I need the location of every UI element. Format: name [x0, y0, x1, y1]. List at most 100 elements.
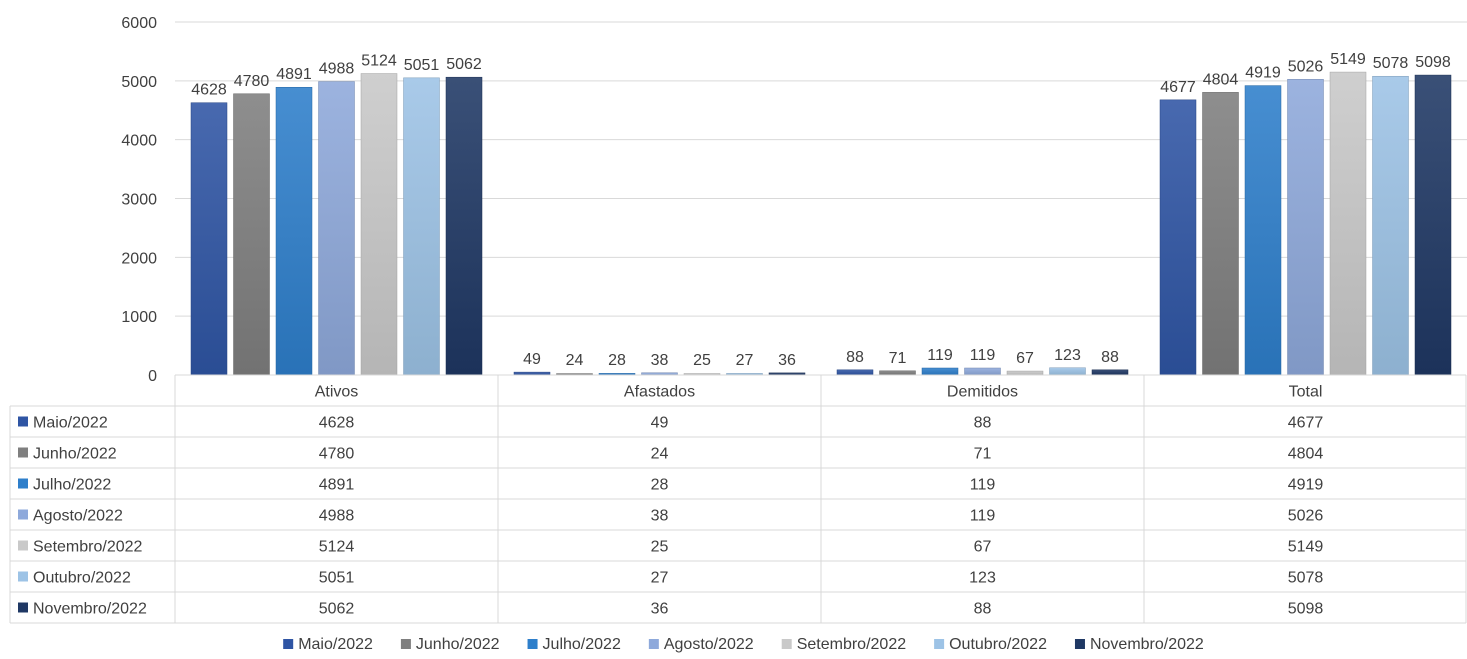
series-name: Maio/2022	[33, 415, 108, 432]
table-cell: 5051	[319, 570, 355, 587]
legend-swatch	[400, 639, 411, 649]
data-label: 4628	[191, 82, 227, 99]
data-label: 119	[970, 347, 996, 364]
table-cell: 49	[651, 415, 669, 432]
data-label: 5124	[361, 53, 397, 70]
bar	[1287, 79, 1324, 376]
table-cell: 24	[651, 446, 669, 463]
series-name: Agosto/2022	[33, 508, 123, 525]
bar	[233, 93, 270, 376]
table-cell: 88	[974, 415, 992, 432]
series-name: Julho/2022	[33, 477, 111, 494]
data-label: 71	[889, 350, 907, 367]
bars	[190, 71, 1452, 376]
table-cell: 5149	[1288, 539, 1324, 556]
legend-swatch	[1074, 639, 1085, 649]
legend-key	[18, 416, 28, 427]
bar	[836, 369, 874, 376]
bar	[1202, 92, 1239, 376]
y-tick-label: 3000	[121, 192, 157, 209]
y-tick-label: 0	[148, 368, 157, 385]
category-label: Afastados	[624, 384, 695, 401]
bar	[1414, 74, 1452, 376]
table-cell: 88	[974, 601, 992, 618]
legend-key	[18, 478, 28, 489]
table-cell: 36	[651, 601, 669, 618]
y-tick-label: 4000	[121, 133, 157, 150]
table-cell: 4628	[319, 415, 355, 432]
data-label: 4677	[1160, 79, 1196, 96]
data-label: 5078	[1373, 55, 1409, 72]
y-tick-label: 2000	[121, 250, 157, 267]
y-tick-label: 6000	[121, 15, 157, 32]
bar	[360, 73, 398, 376]
data-label: 49	[523, 351, 541, 368]
bar	[1159, 99, 1197, 376]
data-label: 38	[651, 352, 669, 369]
table-cell: 4677	[1288, 415, 1324, 432]
bar	[403, 77, 440, 376]
data-label: 36	[778, 352, 796, 369]
data-label: 88	[846, 349, 864, 366]
data-label: 5149	[1330, 51, 1366, 68]
bar	[964, 367, 1001, 376]
legend-label: Junho/2022	[416, 636, 500, 653]
legend: Maio/2022 Junho/2022 Julho/2022 Agosto/2022…	[283, 636, 1204, 653]
legend-key	[18, 540, 28, 551]
bar	[1329, 71, 1367, 376]
legend-swatch	[781, 639, 792, 649]
legend-label: Julho/2022	[543, 636, 621, 653]
bar	[275, 86, 313, 376]
bar	[190, 102, 228, 376]
category-label: Ativos	[315, 384, 359, 401]
table-cell: 5078	[1288, 570, 1324, 587]
bar	[1091, 369, 1129, 376]
legend-key	[18, 602, 28, 613]
table-cell: 28	[651, 477, 669, 494]
table-cell: 5098	[1288, 601, 1324, 618]
table-cell: 27	[651, 570, 669, 587]
data-label: 5026	[1288, 58, 1324, 75]
legend-key	[18, 447, 28, 458]
table-cell: 4988	[319, 508, 355, 525]
table-cell: 67	[974, 539, 992, 556]
data-label: 27	[736, 352, 754, 369]
table-cell: 71	[974, 446, 992, 463]
table-cell: 4780	[319, 446, 355, 463]
series-name: Novembro/2022	[33, 601, 147, 618]
legend-label: Maio/2022	[298, 636, 373, 653]
data-label: 5051	[404, 57, 440, 74]
data-label: 5062	[446, 56, 482, 73]
table-cell: 5124	[319, 539, 355, 556]
data-label: 123	[1054, 347, 1081, 364]
series-name: Outubro/2022	[33, 570, 131, 587]
legend-swatch	[283, 639, 294, 649]
legend-swatch	[527, 639, 538, 649]
y-tick-label: 1000	[121, 309, 157, 326]
series-name: Junho/2022	[33, 446, 117, 463]
category-label: Total	[1289, 384, 1323, 401]
y-tick-label: 5000	[121, 74, 157, 91]
data-label: 4780	[234, 73, 270, 90]
table-cell: 4891	[319, 477, 355, 494]
data-label: 28	[608, 352, 626, 369]
legend-key	[18, 509, 28, 520]
table-cell: 119	[970, 477, 996, 494]
series-name: Setembro/2022	[33, 539, 143, 556]
bar	[1006, 370, 1044, 376]
table-cell: 38	[651, 508, 669, 525]
data-label: 4988	[319, 61, 355, 78]
legend-swatch	[648, 639, 659, 649]
table-cell: 4804	[1288, 446, 1324, 463]
data-table: Ativos Afastados Demitidos Total Maio/2022 46…	[9, 374, 1467, 624]
legend-label: Novembro/2022	[1090, 636, 1204, 653]
bar	[1244, 85, 1282, 376]
category-label: Demitidos	[947, 384, 1018, 401]
table-cell: 4919	[1288, 477, 1324, 494]
bar	[879, 370, 916, 376]
table-cell: 5062	[319, 601, 355, 618]
legend-label: Outubro/2022	[949, 636, 1047, 653]
data-labels: 4628 4780 4891 4988 5124 5051 5062 49 24 28 38 25 27…	[191, 51, 1451, 369]
y-axis: 0 1000 2000 3000 4000 5000 6000	[121, 15, 157, 385]
